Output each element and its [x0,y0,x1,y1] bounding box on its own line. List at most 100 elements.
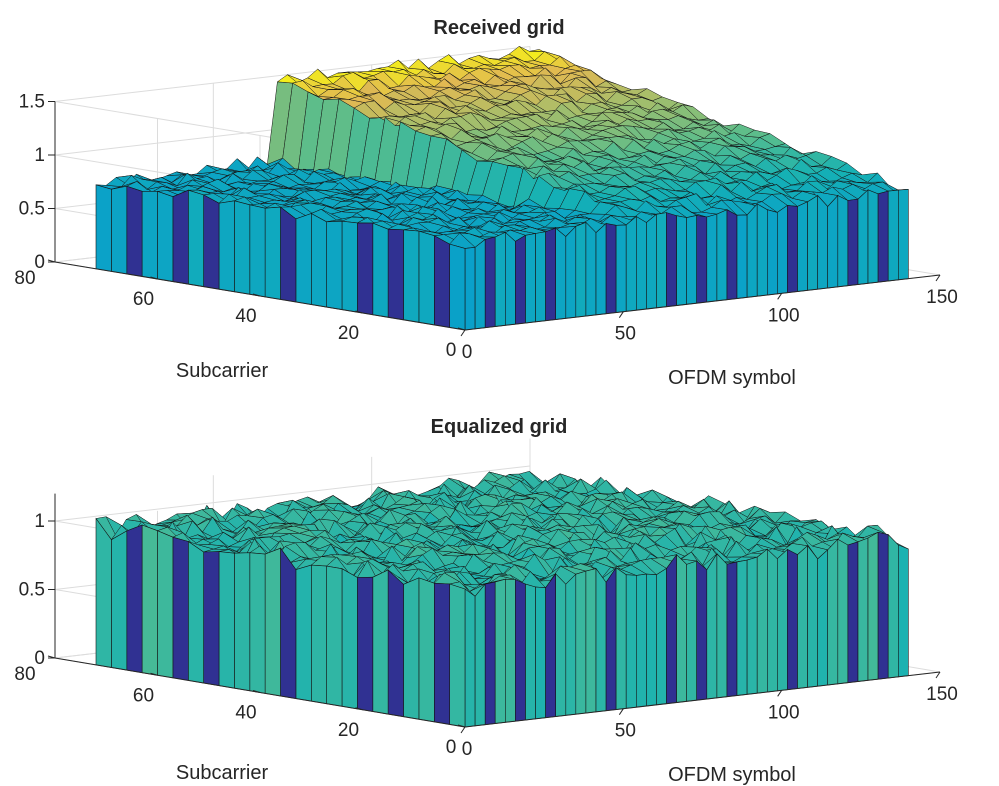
equalized-grid-ytick-label: 80 [14,664,35,685]
received-grid-xtick-label: 150 [926,287,958,308]
equalized-grid-side-curtain [341,568,358,710]
equalized-grid-front-curtain [787,548,798,691]
received-grid-xtick-label: 50 [615,324,636,345]
received-grid-side-curtain [172,189,189,285]
received-grid-front-curtain [585,221,597,317]
equalized-grid-side-curtain [433,582,450,725]
equalized-grid-side-curtain [295,564,312,702]
equalized-grid-side-curtain [172,536,189,681]
received-grid-front-curtain [716,209,728,302]
received-grid-front-curtain [897,188,909,281]
equalized-grid-side-curtain [95,517,112,668]
received-grid-front-curtain [837,195,849,288]
equalized-grid-front-curtain [887,533,899,679]
equalized-grid-title: Equalized grid [431,416,568,438]
equalized-grid-front-curtain [585,568,597,714]
received-grid-title: Received grid [433,17,564,39]
equalized-grid-side-curtain [234,552,251,692]
equalized-grid-front-curtain [464,588,476,728]
equalized-grid-front-curtain [827,538,839,686]
equalized-grid-side-curtain [418,577,435,723]
equalized-grid-ytick-label: 40 [235,703,256,724]
received-grid-front-curtain [635,215,647,311]
equalized-grid-front-curtain [706,552,718,700]
received-grid-side-curtain [203,194,220,290]
received-grid-side-curtain [249,204,266,298]
equalized-grid-front-curtain [776,548,788,692]
received-grid-ztick-label: 1.5 [19,92,45,113]
equalized-grid-side-curtain [372,569,389,715]
received-grid-ztick-label: 0.5 [19,199,45,220]
received-grid-front-curtain [565,225,577,319]
received-grid-side-curtain [95,184,112,272]
equalized-grid-front-curtain [696,560,708,701]
received-grid-front-curtain [686,215,698,305]
equalized-grid-front-curtain [857,537,869,682]
equalized-grid-front-curtain [807,544,819,688]
equalized-grid-side-curtain [111,530,128,671]
received-grid-xtick-label: 0 [462,342,473,363]
equalized-grid-xtick-label: 150 [926,684,958,705]
received-grid-front-curtain [827,194,839,289]
received-grid-front-curtain [696,215,708,304]
equalized-grid-side-curtain [188,540,204,684]
equalized-grid-side-curtain [157,530,174,679]
equalized-grid-front-curtain [756,548,768,694]
equalized-grid-front-curtain [484,581,496,726]
equalized-grid-front-curtain [474,583,486,727]
equalized-grid-side-curtain [249,552,266,694]
received-grid-surface [95,45,909,331]
equalized-grid-front-curtain [504,578,516,723]
equalized-grid-front-curtain [716,553,728,699]
received-grid-side-curtain [341,220,358,313]
equalized-grid-front-curtain [646,573,657,707]
received-grid-side-curtain [372,222,389,318]
received-grid-front-curtain [555,227,567,320]
received-grid-front-curtain [787,205,798,294]
received-grid-front-curtain [756,203,768,297]
received-grid-side-curtain [310,212,327,308]
received-grid-front-curtain [494,231,506,327]
received-grid-front-curtain [797,201,808,292]
equalized-grid-front-curtain [515,579,526,722]
received-grid-front-curtain [656,212,667,309]
equalized-grid-front-curtain [867,531,879,681]
equalized-grid-front-curtain [535,586,546,720]
equalized-grid-ztick-label: 0.5 [19,580,45,601]
equalized-grid-front-curtain [635,573,647,708]
equalized-grid-xtick-label: 0 [462,739,473,760]
equalized-grid-xtick-label: 100 [768,702,800,723]
received-grid-side-curtain [218,200,235,293]
equalized-grid-front-curtain [726,561,738,698]
received-grid-front-curtain [736,214,748,299]
received-grid-side-curtain [326,220,343,310]
equalized-grid-front-curtain [877,531,889,680]
equalized-grid-side-curtain [264,547,281,697]
received-grid-side-curtain [264,206,281,300]
received-grid-front-curtain [615,224,627,313]
received-grid-ylabel: Subcarrier [176,360,269,382]
received-grid-front-curtain [706,213,718,303]
equalized-grid-ylabel: Subcarrier [176,762,269,784]
equalized-grid-side-curtain [203,551,220,686]
equalized-grid-front-curtain [625,574,637,709]
received-grid-front-curtain [766,209,778,296]
equalized-grid-ytick-label: 0 [446,737,457,758]
received-grid-side-curtain [111,185,128,275]
equalized-grid-side-curtain [449,583,466,728]
received-grid-front-curtain [545,227,557,322]
received-grid-front-curtain [474,238,486,330]
equalized-grid-front-curtain [676,553,688,703]
equalized-grid-side-curtain [280,547,297,699]
equalized-grid-front-curtain [555,573,567,717]
equalized-grid-front-curtain [615,567,627,710]
equalized-grid-side-curtain [326,565,343,707]
received-grid-front-curtain [676,215,688,306]
received-grid-ytick-label: 20 [338,323,359,344]
equalized-grid-front-curtain [575,570,587,715]
received-grid-ytick-label: 40 [235,306,256,327]
received-grid-side-curtain [403,229,420,323]
equalized-grid-front-curtain [736,559,748,696]
received-grid-front-curtain [575,221,587,318]
